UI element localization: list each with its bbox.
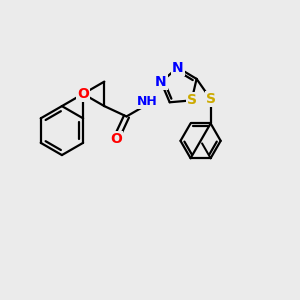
Text: S: S [187,93,196,107]
Text: S: S [206,92,216,106]
Text: O: O [77,87,89,101]
Text: O: O [77,87,89,101]
Text: NH: NH [137,95,158,108]
Text: N: N [172,61,184,74]
Text: O: O [110,132,122,145]
Text: N: N [155,75,167,89]
